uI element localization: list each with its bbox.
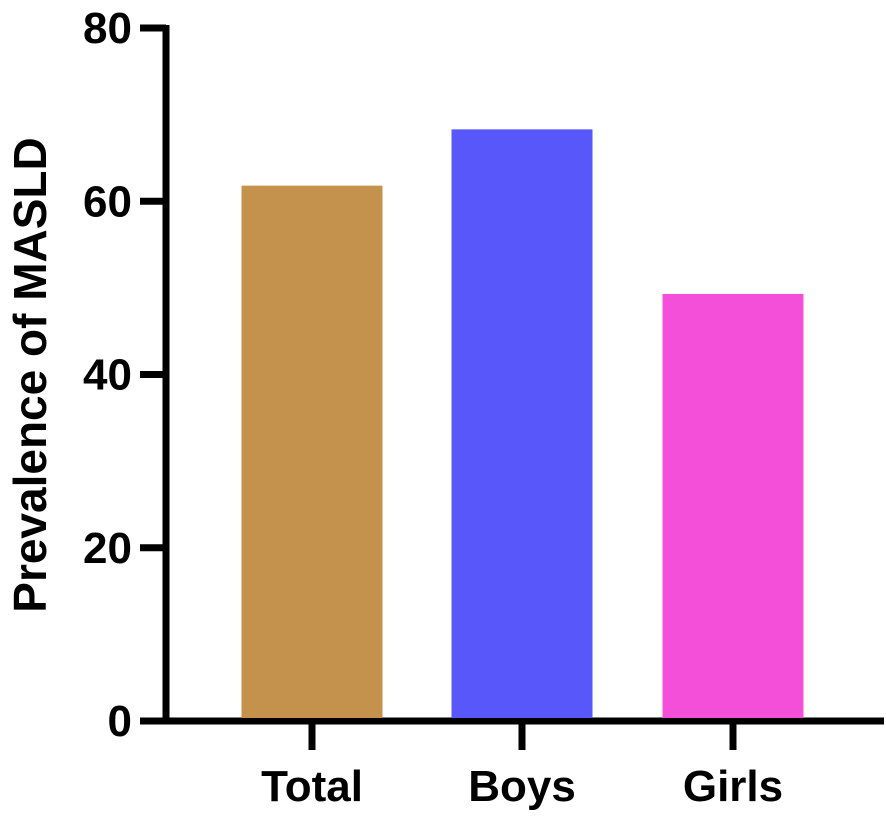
bar-boys (451, 129, 593, 718)
bars (241, 129, 804, 719)
y-tick-label: 80 (83, 4, 132, 53)
y-axis-label: Prevalence of MASLD (4, 137, 56, 612)
bar-total (241, 185, 383, 719)
y-tick-label: 60 (83, 177, 132, 226)
bar-girls (662, 293, 804, 718)
x-tick-label: Total (261, 762, 363, 811)
y-axis: 0 20 40 60 80 (83, 4, 170, 746)
y-tick-label: 20 (83, 524, 132, 573)
y-tick-label: 40 (83, 351, 132, 400)
x-tick-label: Girls (683, 762, 783, 811)
x-tick-label: Boys (468, 762, 576, 811)
y-tick-label: 0 (108, 697, 132, 746)
x-axis: Total Boys Girls (163, 717, 884, 811)
